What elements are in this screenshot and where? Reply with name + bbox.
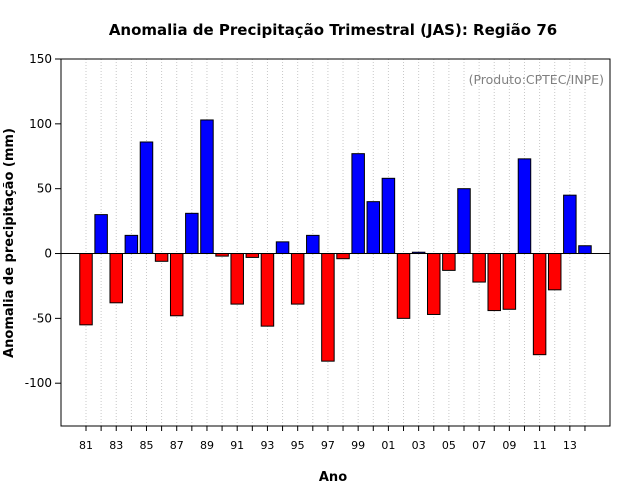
bar-07: [472, 253, 486, 283]
bar-95: [290, 253, 305, 305]
bar-92: [245, 253, 260, 258]
bar-98: [336, 253, 350, 260]
y-tick-label: 150: [29, 52, 52, 66]
bar-06: [457, 188, 471, 255]
bar-82: [94, 214, 108, 255]
x-tick-label-03: 03: [412, 439, 426, 452]
bar-09: [502, 253, 517, 310]
bar-00: [366, 201, 381, 255]
x-tick-label-85: 85: [139, 439, 153, 452]
y-tick-label: 100: [29, 117, 52, 131]
x-tick-label-01: 01: [381, 439, 395, 452]
bar-04: [427, 253, 441, 315]
x-tick-label-05: 05: [442, 439, 456, 452]
bar-96: [306, 234, 320, 255]
source-annotation: (Produto:CPTEC/INPE): [469, 72, 604, 87]
x-tick-label-09: 09: [502, 439, 516, 452]
plot-frame: [60, 58, 611, 427]
x-tick-label-89: 89: [200, 439, 214, 452]
bar-01: [381, 177, 396, 255]
x-tick-label-81: 81: [79, 439, 93, 452]
x-tick-label-97: 97: [321, 439, 335, 452]
bar-84: [124, 234, 139, 255]
x-tick-label-91: 91: [230, 439, 244, 452]
bars: [79, 119, 592, 362]
bar-83: [109, 253, 123, 304]
x-tick-label-95: 95: [291, 439, 305, 452]
bar-89: [200, 119, 214, 255]
bar-85: [139, 141, 154, 255]
bar-97: [321, 253, 335, 362]
bar-13: [563, 194, 577, 255]
x-tick-label-07: 07: [472, 439, 486, 452]
x-tick-label-13: 13: [563, 439, 577, 452]
bar-86: [154, 253, 169, 262]
x-axis-label: Ano: [319, 470, 347, 485]
bar-14: [578, 245, 592, 255]
bar-05: [442, 253, 456, 271]
bar-02: [396, 253, 411, 319]
bar-94: [275, 241, 290, 255]
bar-08: [487, 253, 501, 312]
y-tick-label: 0: [44, 247, 52, 261]
bar-12: [547, 253, 562, 291]
y-tick-label: -50: [32, 311, 52, 325]
bar-99: [351, 153, 365, 255]
chart-title: Anomalia de Precipitação Trimestral (JAS…: [109, 21, 557, 39]
x-axis: 81 83 85 87 89 91 93 95 97 99 01 03 05 07 09 11 13: [79, 426, 586, 452]
bar-11: [532, 253, 547, 356]
x-tick-label-93: 93: [260, 439, 274, 452]
x-tick-label-87: 87: [170, 439, 184, 452]
x-tick-label-11: 11: [533, 439, 547, 452]
bar-81: [79, 253, 93, 326]
bar-88: [185, 212, 199, 255]
x-tick-label-83: 83: [109, 439, 123, 452]
y-axis-label: Anomalia de precipitação (mm): [2, 128, 17, 358]
y-tick-label: -100: [25, 376, 52, 390]
bar-91: [230, 253, 244, 305]
grid: [85, 59, 586, 426]
x-tick-label-99: 99: [351, 439, 365, 452]
bar-87: [169, 253, 184, 317]
y-tick-label: 50: [37, 182, 52, 196]
bar-93: [260, 253, 275, 327]
bar-10: [517, 158, 532, 255]
y-axis: -100 -50 0 50 100 150: [25, 52, 61, 390]
